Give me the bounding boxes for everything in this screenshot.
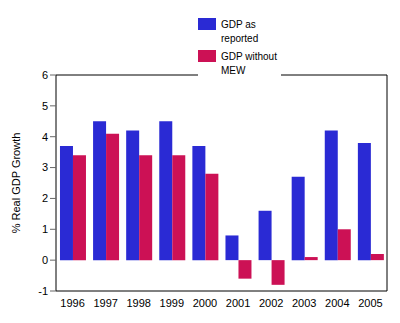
svg-text:2000: 2000 (193, 297, 217, 309)
html-text:GDP as reported: GDP as reported (221, 19, 259, 44)
svg-text:2: 2 (42, 192, 48, 204)
svg-text:2001: 2001 (226, 297, 250, 309)
svg-text:1999: 1999 (160, 297, 184, 309)
svg-text:6: 6 (42, 69, 48, 81)
svg-text:2003: 2003 (292, 297, 316, 309)
svg-text:1996: 1996 (60, 297, 84, 309)
html-text:GDP without MEW: GDP without MEW (221, 51, 277, 76)
svg-text:-1: -1 (38, 285, 48, 297)
svg-text:1997: 1997 (93, 297, 117, 309)
svg-text:2004: 2004 (325, 297, 349, 309)
svg-text:% Real GDP Growth: % Real GDP Growth (10, 133, 22, 234)
svg-text:2002: 2002 (259, 297, 283, 309)
svg-text:3: 3 (42, 161, 48, 173)
svg-text:4: 4 (42, 131, 48, 143)
svg-text:0: 0 (42, 254, 48, 266)
svg-text:1998: 1998 (127, 297, 151, 309)
svg-text:2005: 2005 (358, 297, 382, 309)
svg-text:1: 1 (42, 223, 48, 235)
svg-text:5: 5 (42, 100, 48, 112)
